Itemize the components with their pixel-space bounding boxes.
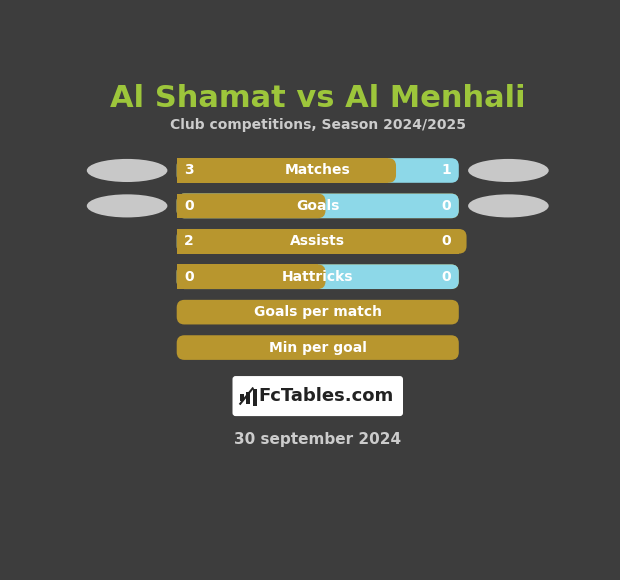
FancyBboxPatch shape: [177, 194, 459, 218]
Bar: [241, 394, 244, 401]
FancyBboxPatch shape: [177, 264, 459, 289]
Bar: [247, 392, 250, 404]
Text: FcTables.com: FcTables.com: [258, 387, 393, 405]
Text: Al Shamat vs Al Menhali: Al Shamat vs Al Menhali: [110, 84, 526, 113]
Text: 2: 2: [184, 234, 194, 248]
Text: 3: 3: [184, 164, 194, 177]
Ellipse shape: [468, 194, 549, 218]
Text: 30 september 2024: 30 september 2024: [234, 432, 401, 447]
FancyBboxPatch shape: [232, 376, 403, 416]
Bar: [177, 229, 459, 253]
Bar: [177, 264, 317, 289]
Text: Goals: Goals: [296, 199, 339, 213]
Bar: [253, 389, 257, 406]
FancyBboxPatch shape: [177, 335, 459, 360]
Text: 0: 0: [184, 270, 194, 284]
FancyBboxPatch shape: [177, 264, 459, 289]
Text: Assists: Assists: [290, 234, 345, 248]
Text: 0: 0: [184, 199, 194, 213]
Text: 0: 0: [441, 234, 451, 248]
Text: Hattricks: Hattricks: [282, 270, 353, 284]
Text: 0: 0: [441, 199, 451, 213]
FancyBboxPatch shape: [177, 194, 326, 218]
FancyBboxPatch shape: [177, 158, 396, 183]
Ellipse shape: [87, 159, 167, 182]
Bar: [177, 194, 317, 218]
Text: Matches: Matches: [285, 164, 351, 177]
Text: 0: 0: [441, 270, 451, 284]
FancyBboxPatch shape: [177, 194, 459, 218]
Text: Goals per match: Goals per match: [254, 305, 382, 319]
FancyBboxPatch shape: [177, 229, 459, 253]
Text: 1: 1: [441, 164, 451, 177]
Ellipse shape: [468, 159, 549, 182]
FancyBboxPatch shape: [177, 300, 459, 324]
FancyBboxPatch shape: [177, 229, 467, 253]
Ellipse shape: [87, 194, 167, 218]
FancyBboxPatch shape: [177, 158, 459, 183]
Bar: [177, 158, 388, 183]
Text: Min per goal: Min per goal: [269, 340, 366, 354]
FancyBboxPatch shape: [177, 264, 326, 289]
Text: Club competitions, Season 2024/2025: Club competitions, Season 2024/2025: [170, 118, 466, 132]
